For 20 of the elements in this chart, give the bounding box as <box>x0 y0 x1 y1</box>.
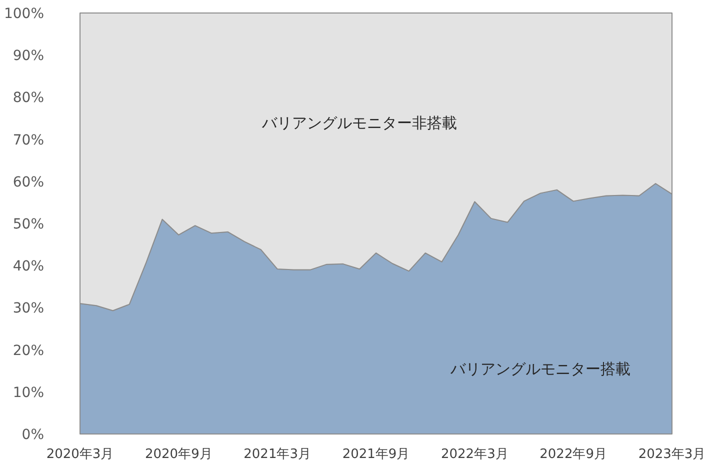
y-tick-label: 40% <box>12 258 44 275</box>
y-tick-label: 80% <box>12 90 44 106</box>
x-tick-label: 2022年3月 <box>440 447 508 462</box>
x-tick-label: 2022年9月 <box>540 447 608 462</box>
y-tick-label: 50% <box>12 216 44 232</box>
series-label: バリアングルモニター搭載 <box>449 360 630 378</box>
y-tick-label: 10% <box>12 384 44 401</box>
y-tick-label: 20% <box>12 342 44 359</box>
y-tick-label: 60% <box>12 174 44 190</box>
x-tick-label: 2023年3月 <box>638 447 706 462</box>
x-tick-label: 2021年3月 <box>244 447 312 462</box>
y-tick-label: 100% <box>4 6 44 22</box>
y-tick-label: 90% <box>12 48 44 64</box>
y-tick-label: 70% <box>12 132 44 148</box>
x-tick-label: 2020年3月 <box>46 447 114 462</box>
x-tick-label: 2020年9月 <box>144 447 212 462</box>
y-tick-label: 0% <box>22 427 44 443</box>
y-tick-label: 30% <box>12 300 44 317</box>
series-label: バリアングルモニター非搭載 <box>261 114 458 132</box>
x-tick-label: 2021年9月 <box>342 447 410 462</box>
